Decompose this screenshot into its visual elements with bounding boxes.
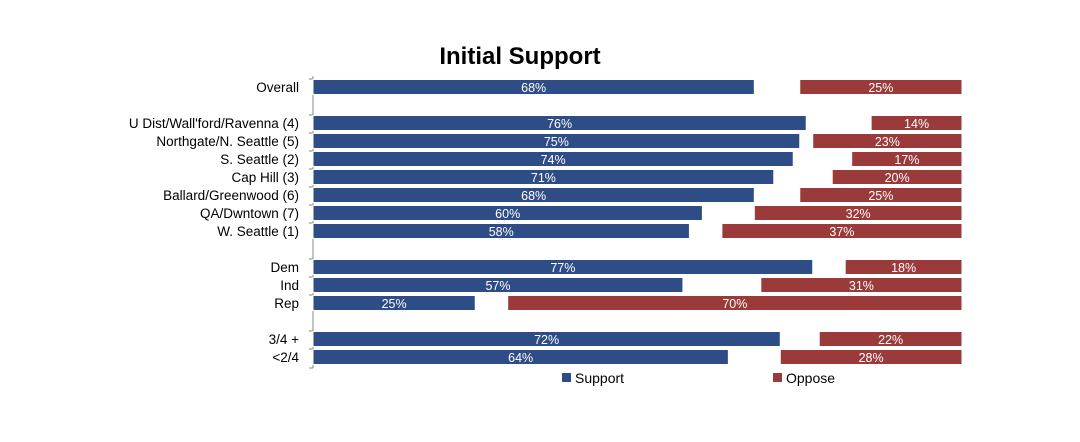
category-label: Overall: [256, 80, 299, 95]
support-bar: [312, 151, 794, 167]
support-bar: [312, 133, 801, 149]
oppose-value-label: 14%: [904, 117, 929, 131]
support-value-label: 68%: [521, 189, 546, 203]
support-bar: [312, 223, 690, 239]
category-label: Ballard/Greenwood (6): [163, 188, 299, 203]
support-value-label: 60%: [495, 207, 520, 221]
oppose-bar: [799, 187, 963, 203]
axis-layer: [309, 76, 314, 369]
category-label: Ind: [280, 278, 299, 293]
support-value-label: 72%: [534, 333, 559, 347]
oppose-bar: [507, 295, 963, 311]
oppose-bar: [779, 349, 963, 365]
support-bar: [312, 79, 755, 95]
support-value-label: 57%: [485, 279, 510, 293]
oppose-value-label: 37%: [829, 225, 854, 239]
oppose-bar: [753, 205, 963, 221]
category-label: Dem: [270, 260, 299, 275]
support-value-label: 77%: [550, 261, 575, 275]
oppose-value-label: 25%: [868, 189, 893, 203]
oppose-bar: [812, 133, 963, 149]
category-label: U Dist/Wall'ford/Ravenna (4): [129, 116, 299, 131]
oppose-bar: [844, 259, 963, 275]
oppose-bar: [870, 115, 963, 131]
oppose-bar: [851, 151, 963, 167]
support-bar: [312, 115, 807, 131]
category-label: <2/4: [272, 350, 299, 365]
chart-title: Initial Support: [439, 43, 600, 70]
oppose-value-label: 28%: [859, 351, 884, 365]
oppose-value-label: 32%: [846, 207, 871, 221]
legend-swatch-support: [562, 373, 571, 382]
category-label: Rep: [274, 296, 299, 311]
support-bar: [312, 205, 703, 221]
support-bar: [312, 331, 781, 347]
support-value-label: 75%: [544, 135, 569, 149]
oppose-bar: [831, 169, 963, 185]
legend-swatch-oppose: [773, 373, 782, 382]
oppose-bar: [799, 79, 963, 95]
category-label: Northgate/N. Seattle (5): [156, 134, 299, 149]
support-bar: [312, 277, 684, 293]
category-label: S. Seattle (2): [220, 152, 299, 167]
oppose-value-label: 20%: [885, 171, 910, 185]
support-bar: [312, 187, 755, 203]
oppose-value-label: 25%: [868, 81, 893, 95]
category-label: Cap Hill (3): [231, 170, 299, 185]
oppose-bar: [760, 277, 963, 293]
support-value-label: 68%: [521, 81, 546, 95]
oppose-value-label: 31%: [849, 279, 874, 293]
oppose-bar: [721, 223, 963, 239]
support-bar: [312, 259, 814, 275]
support-bar: [312, 169, 775, 185]
oppose-value-label: 18%: [891, 261, 916, 275]
support-value-label: 76%: [547, 117, 572, 131]
oppose-value-label: 23%: [875, 135, 900, 149]
category-label: W. Seattle (1): [217, 224, 299, 239]
support-bar: [312, 349, 729, 365]
oppose-value-label: 70%: [722, 297, 747, 311]
oppose-value-label: 17%: [894, 153, 919, 167]
category-label: QA/Dwntown (7): [200, 206, 299, 221]
support-value-label: 71%: [531, 171, 556, 185]
support-value-label: 25%: [382, 297, 407, 311]
category-label: 3/4 +: [269, 332, 300, 347]
oppose-bar: [818, 331, 963, 347]
support-value-label: 74%: [541, 153, 566, 167]
legend-label-oppose: Oppose: [786, 370, 835, 386]
support-value-label: 58%: [489, 225, 514, 239]
support-value-label: 64%: [508, 351, 533, 365]
bars-layer: Overall 68% 25% U Dist/Wall'ford/Ravenna (4…: [129, 79, 963, 365]
legend-label-support: Support: [575, 370, 624, 386]
support-bar: [312, 295, 476, 311]
oppose-value-label: 22%: [878, 333, 903, 347]
legend: Support Oppose: [562, 370, 835, 386]
